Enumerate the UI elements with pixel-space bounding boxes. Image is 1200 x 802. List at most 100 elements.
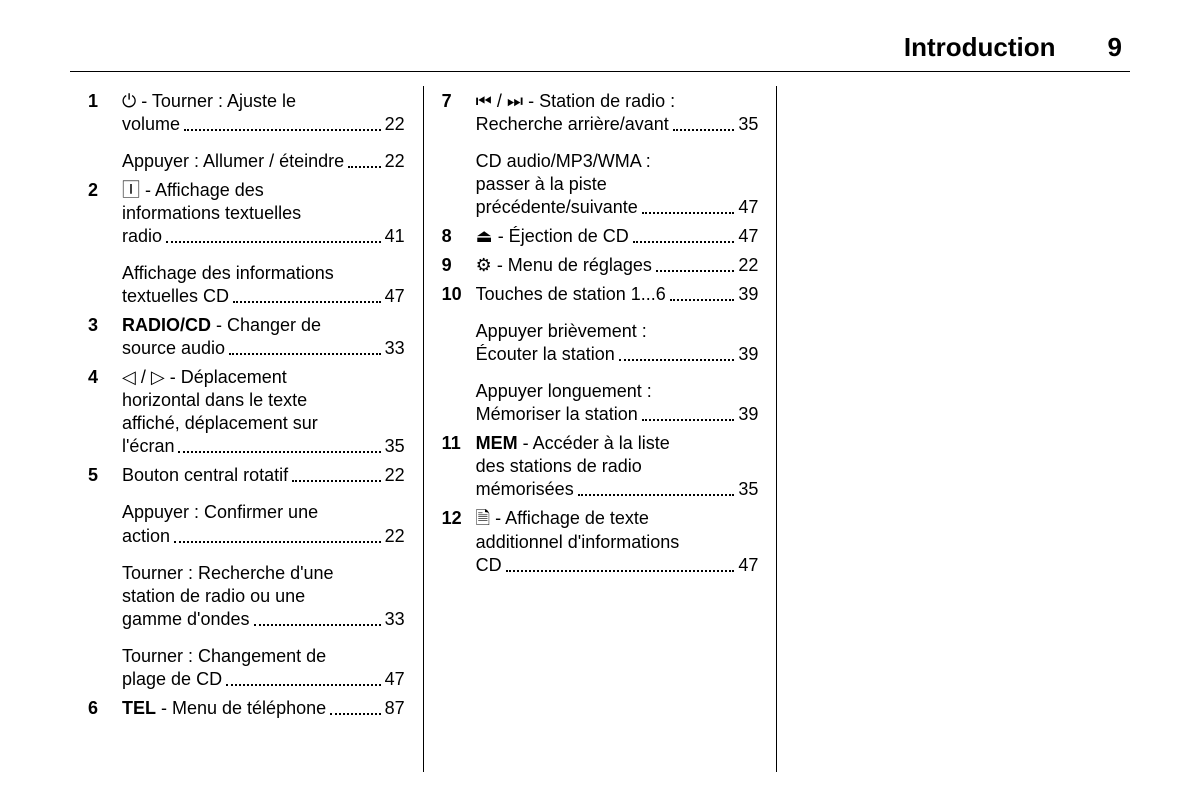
entry-text: Appuyer brièvement :	[476, 320, 647, 343]
entry-text: ⏻ - Tourner : Ajuste le	[122, 90, 296, 113]
leader-dots	[619, 359, 735, 361]
index-subentry: Affichage des informationstextuelles CD4…	[122, 262, 405, 308]
entry-text: Appuyer : Confirmer une	[122, 501, 318, 524]
section-title: Introduction	[904, 32, 1056, 63]
entry-text: ⚙ - Menu de réglages	[476, 254, 652, 277]
entry-text: ⏏ - Éjection de CD	[476, 225, 629, 248]
entry-text: Bouton central rotatif	[122, 464, 288, 487]
entry-text: station de radio ou une	[122, 585, 305, 608]
entry-number: 8	[442, 225, 476, 248]
index-subentry: Tourner : Changement deplage de CD 47	[122, 645, 405, 691]
column-1: 1⏻ - Tourner : Ajuste levolume22Appuyer …	[70, 86, 423, 772]
index-subentry: ⏏ - Éjection de CD 47	[476, 225, 759, 248]
leader-dots	[642, 419, 735, 421]
entry-page: 47	[738, 196, 758, 219]
entry-number: 5	[88, 464, 122, 690]
index-subentry: Appuyer longuement :Mémoriser la station…	[476, 380, 759, 426]
leader-dots	[178, 451, 380, 453]
leader-dots	[670, 299, 735, 301]
entry-text: Mémoriser la station	[476, 403, 638, 426]
page-header: Introduction 9	[70, 24, 1130, 72]
entry-text: précédente/suivante	[476, 196, 638, 219]
entry-page: 22	[385, 464, 405, 487]
index-entry: 11MEM - Accéder à la listedes stations d…	[442, 432, 759, 501]
leader-dots	[254, 624, 381, 626]
entry-text: passer à la piste	[476, 173, 607, 196]
index-entry: 1⏻ - Tourner : Ajuste levolume22Appuyer …	[88, 90, 405, 173]
leader-dots	[673, 129, 735, 131]
leader-dots	[226, 684, 381, 686]
entry-page: 22	[385, 525, 405, 548]
entry-text: volume	[122, 113, 180, 136]
index-subentry: Appuyer : Allumer / éteindre 22	[122, 150, 405, 173]
index-subentry: ⏮ / ⏭ - Station de radio :Recherche arri…	[476, 90, 759, 136]
index-subentry: Appuyer : Confirmer uneaction 22	[122, 501, 405, 547]
entry-text: CD audio/MP3/WMA :	[476, 150, 651, 173]
column-3	[776, 86, 1130, 772]
entry-text: ◁ / ▷ - Déplacement	[122, 366, 287, 389]
leader-dots	[166, 241, 381, 243]
entry-page: 33	[385, 337, 405, 360]
entry-page: 22	[385, 150, 405, 173]
entry-page: 22	[385, 113, 405, 136]
entry-text: Tourner : Changement de	[122, 645, 326, 668]
entry-text: affiché, déplacement sur	[122, 412, 318, 435]
entry-page: 39	[738, 343, 758, 366]
entry-page: 39	[738, 403, 758, 426]
entry-text: l'écran	[122, 435, 174, 458]
entry-text: Tourner : Recherche d'une	[122, 562, 334, 585]
leader-dots	[229, 353, 381, 355]
index-entry: 7⏮ / ⏭ - Station de radio :Recherche arr…	[442, 90, 759, 219]
entry-text: RADIO/CD - Changer de	[122, 314, 321, 337]
entry-page: 22	[738, 254, 758, 277]
index-subentry: ⚙ - Menu de réglages 22	[476, 254, 759, 277]
leader-dots	[642, 212, 735, 214]
entry-page: 39	[738, 283, 758, 306]
entry-text: 🄸 - Affichage des	[122, 179, 264, 202]
index-subentry: TEL - Menu de téléphone87	[122, 697, 405, 720]
leader-dots	[578, 494, 735, 496]
entry-text: MEM - Accéder à la liste	[476, 432, 670, 455]
index-entry: 8⏏ - Éjection de CD 47	[442, 225, 759, 248]
leader-dots	[330, 713, 381, 715]
index-subentry: Tourner : Recherche d'unestation de radi…	[122, 562, 405, 631]
index-subentry: MEM - Accéder à la listedes stations de …	[476, 432, 759, 501]
index-subentry: ◁ / ▷ - Déplacementhorizontal dans le te…	[122, 366, 405, 458]
index-subentry: Bouton central rotatif 22	[122, 464, 405, 487]
entry-text: radio	[122, 225, 162, 248]
index-entry: 5Bouton central rotatif22Appuyer : Confi…	[88, 464, 405, 690]
entry-page: 47	[385, 668, 405, 691]
entry-text: mémorisées	[476, 478, 574, 501]
entry-page: 35	[738, 478, 758, 501]
entry-number: 4	[88, 366, 122, 458]
entry-number: 6	[88, 697, 122, 720]
entry-number: 3	[88, 314, 122, 360]
entry-text: plage de CD	[122, 668, 222, 691]
entry-text: ⏮ / ⏭ - Station de radio :	[476, 90, 676, 113]
index-entry: 10Touches de station 1...6 39 Appuyer briè…	[442, 283, 759, 426]
leader-dots	[506, 570, 735, 572]
entry-page: 47	[738, 225, 758, 248]
index-entry: 12🗎 - Affichage de texteadditionnel d'in…	[442, 507, 759, 576]
entry-text: Touches de station 1...6	[476, 283, 666, 306]
entry-text: des stations de radio	[476, 455, 642, 478]
entry-number: 1	[88, 90, 122, 173]
entry-text: textuelles CD	[122, 285, 229, 308]
index-subentry: ⏻ - Tourner : Ajuste levolume 22	[122, 90, 405, 136]
page-number: 9	[1108, 32, 1122, 63]
entry-text: action	[122, 525, 170, 548]
entry-number: 10	[442, 283, 476, 426]
entry-text: source audio	[122, 337, 225, 360]
index-entry: 9⚙ - Menu de réglages22	[442, 254, 759, 277]
entry-number: 7	[442, 90, 476, 219]
entry-page: 35	[385, 435, 405, 458]
index-subentry: RADIO/CD - Changer desource audio 33	[122, 314, 405, 360]
entry-page: 47	[738, 554, 758, 577]
index-entry: 6TEL - Menu de téléphone87	[88, 697, 405, 720]
entry-page: 87	[385, 697, 405, 720]
entry-text: Appuyer : Allumer / éteindre	[122, 150, 344, 173]
leader-dots	[633, 241, 735, 243]
index-entry: 2🄸 - Affichage desinformations textuelle…	[88, 179, 405, 308]
leader-dots	[184, 129, 381, 131]
content-columns: 1⏻ - Tourner : Ajuste levolume22Appuyer …	[70, 86, 1130, 772]
